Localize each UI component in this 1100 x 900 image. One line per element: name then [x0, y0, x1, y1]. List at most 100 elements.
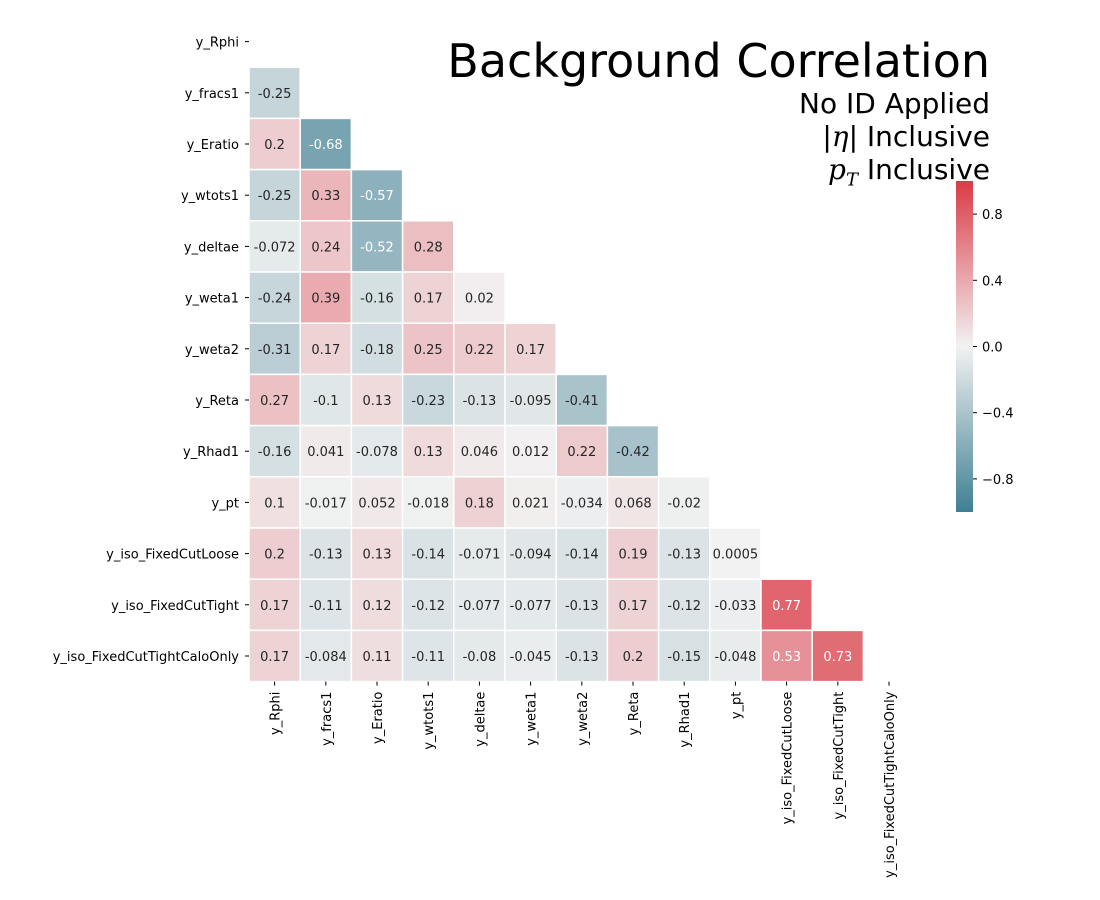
heatmap-cell: [504, 373, 557, 427]
heatmap-cell: [401, 527, 455, 580]
cell-value-label: 0.2: [264, 138, 285, 153]
y-tick-label: y_iso_FixedCutTightCaloOnly: [53, 650, 240, 665]
cell-value-label: 0.17: [516, 343, 545, 358]
heatmap-cell: [401, 220, 455, 273]
cell-value-label: 0.77: [772, 599, 801, 614]
heatmap-cell: [350, 527, 404, 580]
chart-subtitle-eta: |η| Inclusive: [822, 120, 990, 153]
y-tick-label: y_Rhad1: [183, 445, 239, 460]
cell-value-label: -0.08: [463, 650, 497, 665]
y-tick-label: y_pt: [211, 496, 239, 511]
title-block: Background Correlation No ID Applied |η|…: [447, 38, 990, 190]
cell-value-label: 0.012: [512, 445, 549, 460]
heatmap-cell: [299, 220, 353, 273]
cell-value-label: -0.14: [565, 548, 599, 563]
cell-value-label: -0.13: [565, 599, 599, 614]
heatmap-cell: [350, 271, 404, 324]
heatmap-cell: [657, 476, 711, 529]
cell-value-label: -0.071: [458, 548, 500, 563]
cell-value-label: 0.33: [311, 189, 340, 204]
heatmap-cell: [657, 629, 711, 683]
cell-value-label: -0.017: [305, 496, 347, 511]
cell-value-label: -0.13: [309, 548, 343, 563]
heatmap-cell: [299, 527, 353, 580]
cell-value-label: -0.02: [667, 496, 701, 511]
cell-value-label: -0.24: [258, 292, 292, 307]
heatmap-cell: [401, 322, 455, 376]
heatmap-cell: [760, 578, 813, 632]
cell-value-label: -0.11: [411, 650, 445, 665]
cell-value-label: -0.16: [258, 445, 292, 460]
cell-value-label: 0.13: [414, 445, 443, 460]
cell-value-label: -0.42: [616, 445, 650, 460]
cell-value-label: 0.24: [311, 240, 340, 255]
cell-value-label: -0.048: [714, 650, 756, 665]
heatmap-cell: [760, 629, 813, 683]
cell-value-label: 0.19: [619, 548, 648, 563]
cell-value-label: 0.2: [623, 650, 644, 665]
colorbar-tick-label: −0.4: [982, 407, 1014, 422]
heatmap-cell: [606, 629, 660, 683]
chart-subtitle-pt: pT Inclusive: [828, 153, 990, 191]
cell-value-label: 0.2: [264, 548, 285, 563]
heatmap-cell: [453, 629, 506, 683]
cell-value-label: 0.041: [307, 445, 344, 460]
colorbar-tick-label: 0.4: [982, 274, 1003, 289]
heatmap-cell: [299, 322, 353, 376]
x-tick-label: y_iso_FixedCutTight: [832, 692, 847, 820]
heatmap-cell: [709, 527, 762, 580]
heatmap-cell: [555, 629, 609, 683]
cell-value-label: 0.021: [512, 496, 549, 511]
cell-value-label: 0.28: [414, 240, 443, 255]
heatmap-cell: [401, 629, 455, 683]
cell-value-label: -0.15: [667, 650, 701, 665]
y-tick-label: y_Reta: [195, 394, 239, 409]
cell-value-label: 0.22: [465, 343, 494, 358]
y-tick-label: y_iso_FixedCutTight: [111, 599, 239, 614]
heatmap-cell: [504, 476, 557, 529]
cell-value-label: 0.11: [363, 650, 392, 665]
colorbar: −0.8 −0.4 0.0 0.4 0.8: [956, 181, 1014, 512]
cell-value-label: 0.12: [363, 599, 392, 614]
cell-value-label: -0.18: [360, 343, 394, 358]
y-tick-label: y_wtots1: [181, 189, 239, 204]
x-tick-label: y_pt: [729, 692, 744, 720]
cell-value-label: 0.17: [414, 292, 443, 307]
colorbar-ticks: −0.8 −0.4 0.0 0.4 0.8: [973, 208, 1014, 488]
cell-value-label: 0.17: [260, 599, 289, 614]
cell-value-label: 0.73: [823, 650, 852, 665]
heatmap-cell: [453, 271, 506, 324]
heatmap-cell: [555, 373, 609, 427]
cell-value-label: -0.11: [309, 599, 343, 614]
heatmap-cell: [299, 168, 353, 222]
cell-value-label: -0.13: [667, 548, 701, 563]
cell-value-label: -0.077: [458, 599, 500, 614]
heatmap-cells: -0.25 0.2 -0.68 -0.25 0.33 -0.57 -0.072 0.24 -0.…: [248, 66, 865, 683]
chart-subtitle-id: No ID Applied: [799, 87, 990, 120]
cell-value-label: -0.095: [510, 394, 552, 409]
cell-value-label: 0.0005: [713, 548, 759, 563]
y-tick-label: y_deltae: [184, 240, 239, 255]
heatmap-cell: [248, 578, 301, 632]
cell-value-label: 0.39: [311, 292, 340, 307]
cell-value-label: 0.046: [461, 445, 498, 460]
heatmap-cell: [350, 322, 404, 376]
x-tick-label: y_iso_FixedCutLoose: [781, 692, 796, 825]
cell-value-label: -0.13: [565, 650, 599, 665]
heatmap-cell: [555, 527, 609, 580]
chart-title: Background Correlation: [447, 34, 990, 88]
x-tick-label: y_weta1: [525, 692, 540, 746]
cell-value-label: -0.078: [356, 445, 398, 460]
cell-value-label: 0.13: [363, 394, 392, 409]
heatmap-cell: [453, 476, 506, 529]
heatmap-cell: [709, 578, 762, 632]
heatmap-cell: [606, 578, 660, 632]
cell-value-label: 0.22: [567, 445, 596, 460]
colorbar-gradient: [956, 181, 973, 512]
heatmap-cell: [504, 322, 557, 376]
heatmap-cell: [504, 629, 557, 683]
cell-value-label: -0.084: [305, 650, 347, 665]
cell-value-label: -0.14: [411, 548, 445, 563]
y-tick-label: y_weta2: [185, 343, 239, 358]
cell-value-label: -0.16: [360, 292, 394, 307]
